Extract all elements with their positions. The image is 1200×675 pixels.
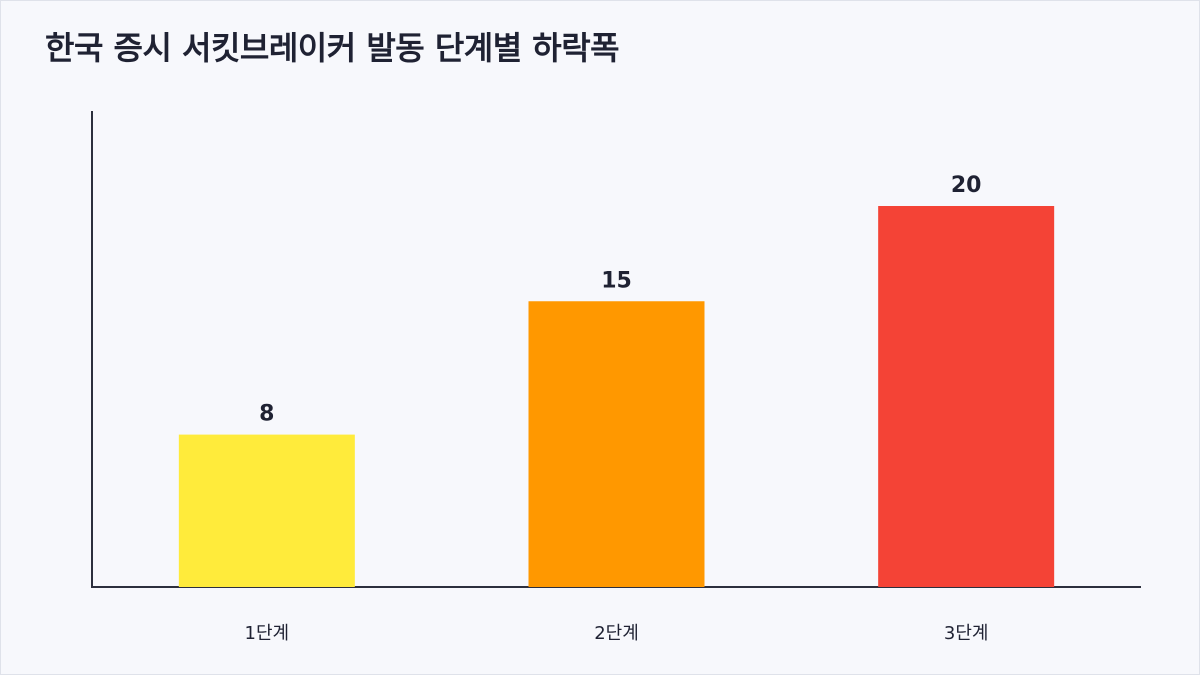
- bars-group: [178, 206, 1055, 587]
- bar-1: [178, 434, 355, 587]
- x-tick-label: 1단계: [245, 623, 290, 644]
- bar-3: [878, 206, 1055, 587]
- x-tick-label: 3단계: [944, 623, 989, 644]
- bar-value-label: 20: [951, 173, 982, 198]
- bar-2: [528, 301, 705, 587]
- bar-value-label: 8: [259, 402, 274, 427]
- bar-value-label: 15: [601, 268, 632, 293]
- value-labels-group: 8 15 20: [259, 173, 981, 427]
- chart-title: 한국 증시 서킷브레이커 발동 단계별 하락폭: [45, 29, 620, 67]
- x-tick-label: 2단계: [594, 623, 639, 644]
- tick-labels-group: 1단계 2단계 3단계: [245, 623, 989, 644]
